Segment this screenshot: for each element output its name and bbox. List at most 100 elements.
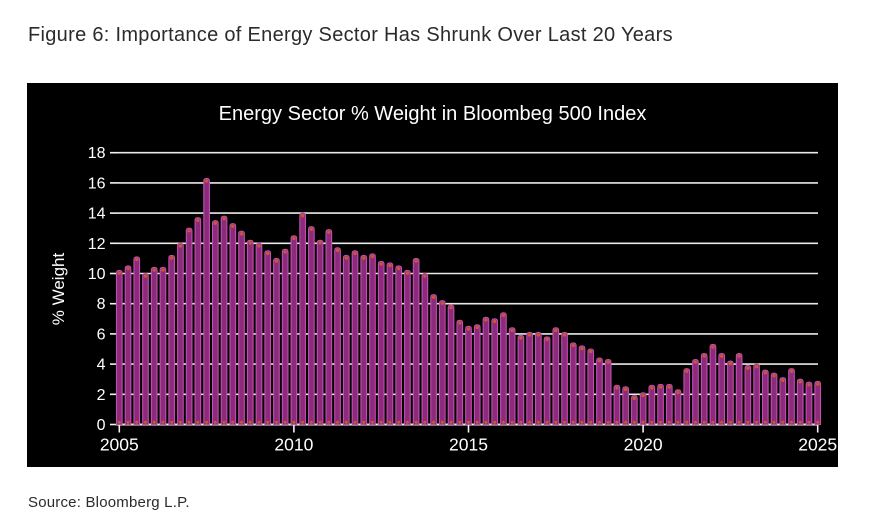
bar: [482, 316, 490, 426]
bar-base-marker-dot: [432, 420, 436, 424]
bar-base-marker-dot: [143, 420, 147, 424]
bar-base-marker-dot: [676, 420, 680, 424]
bar: [290, 235, 298, 426]
bar-top-marker-dot: [676, 390, 680, 395]
y-tick-label: 6: [97, 326, 106, 343]
bar: [211, 220, 219, 426]
bar: [683, 368, 691, 426]
bar-top-marker-dot: [807, 383, 811, 387]
bar-base-marker-dot: [274, 420, 278, 424]
bar-base-marker-dot: [222, 420, 226, 424]
bar-base-marker-dot: [467, 420, 470, 424]
bar-top-marker-dot: [440, 301, 445, 305]
bar-base-marker-dot: [510, 420, 514, 424]
bar-base-marker-dot: [344, 420, 348, 424]
bar-base-marker-dot: [327, 420, 331, 424]
bar-base-marker-dot: [301, 420, 305, 424]
bar: [604, 359, 612, 426]
bar-base-marker-dot: [755, 420, 759, 424]
bar: [587, 348, 595, 426]
bar-base-marker-dot: [781, 420, 785, 424]
bar-top-marker-dot: [292, 236, 296, 241]
bar-base-marker-dot: [458, 420, 462, 424]
bar-top-marker-dot: [632, 396, 637, 401]
bar-base-marker-dot: [798, 420, 802, 424]
bar: [805, 381, 813, 426]
bar-base-marker-dot: [563, 420, 567, 424]
bar: [185, 227, 193, 426]
bar-top-marker-dot: [143, 274, 148, 278]
bar: [456, 319, 464, 426]
bar-base-marker-dot: [126, 420, 130, 424]
bar: [342, 254, 350, 426]
chart-title: Energy Sector % Weight in Bloombeg 500 I…: [219, 103, 647, 125]
bar-top-marker-dot: [754, 365, 759, 369]
bar-base-marker-dot: [624, 420, 628, 424]
y-tick-label: 18: [88, 145, 106, 162]
bar: [142, 272, 149, 426]
bar-top-marker-dot: [580, 346, 584, 351]
bar-top-marker-dot: [396, 266, 401, 271]
bar-base-marker-dot: [266, 420, 270, 424]
bar: [377, 260, 385, 426]
bar-base-marker-dot: [667, 420, 671, 424]
bar: [552, 327, 560, 426]
bar-top-marker-dot: [222, 217, 226, 221]
bar-top-marker-dot: [196, 218, 200, 222]
y-tick-label: 14: [88, 206, 106, 223]
bar: [159, 266, 167, 426]
bar-top-marker-dot: [423, 274, 427, 278]
bar: [386, 262, 394, 426]
bar-top-marker-dot: [178, 244, 183, 248]
bar: [177, 242, 184, 426]
bar: [299, 212, 306, 426]
bar-base-marker-dot: [414, 420, 418, 424]
bar-top-marker-dot: [239, 232, 244, 236]
bar-top-marker-dot: [571, 343, 575, 348]
bar: [430, 294, 437, 426]
bar: [735, 352, 743, 426]
bar-base-marker-dot: [580, 420, 584, 424]
bar-top-marker-dot: [161, 268, 165, 272]
page-title: Figure 6: Importance of Energy Sector Ha…: [28, 24, 673, 46]
bar-top-marker-dot: [126, 266, 130, 271]
bar-top-marker-dot: [484, 318, 488, 322]
bar-top-marker-dot: [169, 256, 174, 260]
bar-base-marker-dot: [336, 420, 340, 424]
bar-top-marker-dot: [344, 256, 348, 260]
x-tick-label: 2025: [798, 435, 837, 455]
chart-panel: 0 2 4 6 8 10 12 14 16 18 2005 2010 2015 2020 2025 Energ…: [27, 83, 838, 467]
bar-base-marker-dot: [379, 420, 383, 424]
bar-top-marker-dot: [527, 333, 532, 337]
bar-base-marker-dot: [501, 420, 505, 424]
bar-base-marker-dot: [475, 420, 479, 424]
bar: [255, 242, 263, 426]
bar: [665, 383, 673, 426]
bar-base-marker-dot: [728, 420, 732, 424]
bar-base-marker-dot: [187, 420, 191, 424]
bar-base-marker-dot: [283, 420, 287, 424]
bar: [709, 343, 717, 426]
bar-top-marker-dot: [318, 241, 322, 245]
bar: [229, 223, 237, 426]
bar-base-marker-dot: [135, 420, 139, 424]
bar: [727, 360, 734, 426]
bar: [770, 372, 778, 426]
y-tick-label: 12: [88, 236, 106, 253]
bar: [648, 384, 656, 426]
bar-base-marker-dot: [519, 420, 523, 424]
bar: [264, 250, 272, 426]
bar-base-marker-dot: [772, 420, 776, 424]
bar-top-marker-dot: [650, 386, 654, 390]
bar: [351, 250, 359, 426]
bar-top-marker-dot: [152, 268, 156, 272]
bar-base-marker-dot: [790, 420, 794, 424]
y-tick-label: 16: [88, 175, 106, 192]
bar: [316, 239, 324, 426]
bar-top-marker-dot: [414, 259, 418, 263]
bar: [779, 377, 787, 426]
bar-base-marker-dot: [597, 420, 601, 424]
bar: [491, 318, 499, 426]
bar-top-marker-dot: [789, 369, 794, 373]
bar: [281, 248, 289, 426]
